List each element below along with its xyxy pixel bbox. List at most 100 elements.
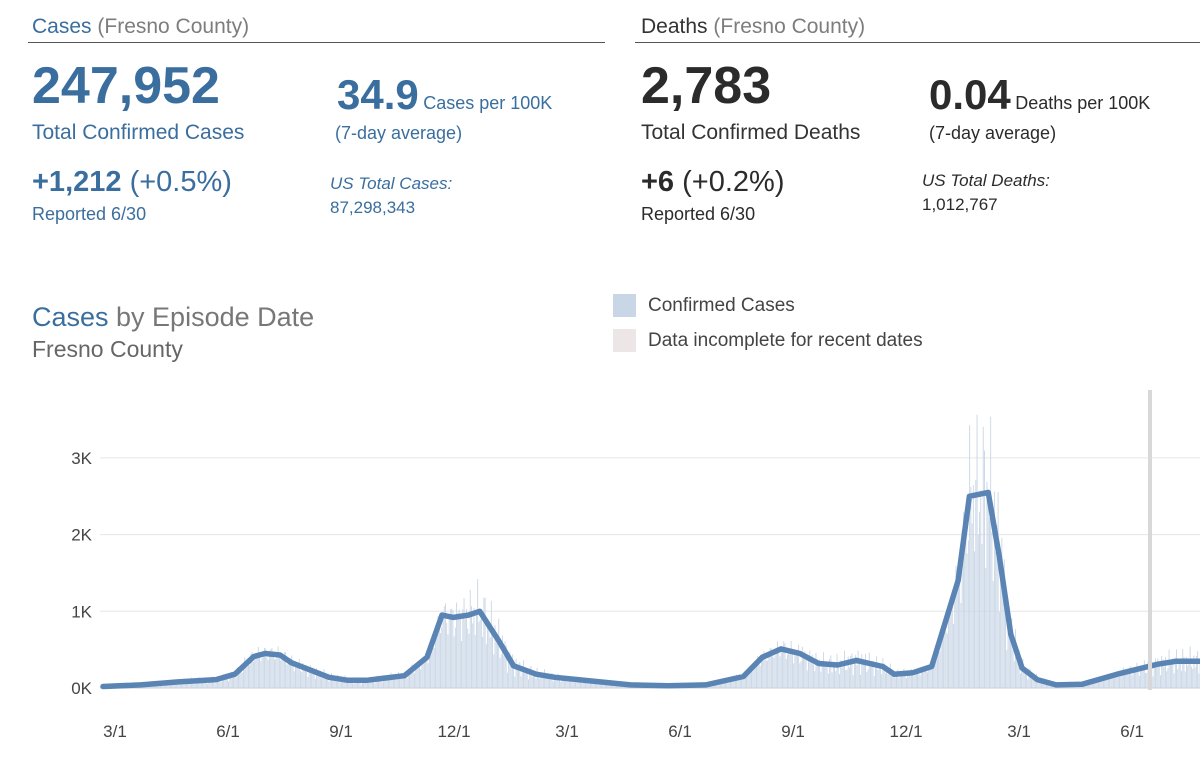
daily-case-bar (392, 679, 394, 688)
daily-case-bar (318, 675, 320, 688)
y-tick-label: 1K (71, 602, 92, 621)
daily-case-bar (244, 657, 246, 688)
daily-case-bar (375, 679, 377, 688)
daily-case-bar (280, 660, 282, 688)
daily-case-bar (966, 553, 968, 688)
daily-case-bar (1015, 629, 1016, 688)
daily-case-bar (472, 623, 474, 688)
daily-case-bar (917, 668, 919, 688)
daily-case-bar (490, 600, 492, 688)
legend-item-confirmed[interactable]: Confirmed Cases (613, 294, 795, 317)
daily-case-bar (544, 669, 546, 688)
daily-case-bar (197, 680, 199, 688)
daily-case-bar (363, 679, 365, 688)
daily-case-bar (1120, 676, 1122, 688)
daily-case-bar (492, 630, 493, 688)
chart-title-rest: by Episode Date (108, 302, 315, 332)
daily-case-bar (1099, 680, 1101, 688)
daily-case-bar (984, 450, 985, 688)
daily-case-bar (314, 678, 316, 688)
daily-case-bar (525, 669, 527, 688)
daily-case-bar (606, 682, 607, 688)
daily-case-bar (815, 652, 817, 688)
daily-case-bar (508, 654, 510, 688)
cases-chart[interactable]: 0K 1K 2K 3K 3/1 6/1 9/1 12/1 3/1 6/1 9/1 12/1 3/1 6/… (0, 380, 1200, 764)
daily-case-bar (853, 660, 855, 688)
daily-case-bar (979, 511, 980, 688)
daily-case-bar (1179, 661, 1181, 688)
daily-case-bar (329, 676, 331, 688)
daily-case-bar (1152, 676, 1154, 688)
daily-case-bar (599, 682, 601, 688)
daily-case-bar (281, 658, 283, 688)
daily-case-bar (923, 667, 925, 688)
chart-title-main: Cases (32, 302, 109, 332)
chart-bars (103, 414, 1200, 688)
daily-case-bar (583, 678, 585, 688)
daily-case-bar (930, 664, 932, 688)
daily-case-bar (448, 614, 450, 688)
daily-case-bar (502, 635, 503, 688)
daily-case-bar (529, 668, 531, 688)
daily-case-bar (200, 681, 202, 688)
daily-case-bar (1138, 675, 1140, 688)
daily-case-bar (1024, 669, 1026, 688)
daily-case-bar (894, 677, 896, 688)
daily-case-bar (991, 531, 993, 688)
daily-case-bar (1189, 646, 1191, 688)
daily-case-bar (913, 676, 915, 688)
daily-case-bar (290, 662, 292, 688)
daily-case-bar (794, 649, 796, 688)
daily-case-bar (274, 659, 275, 688)
daily-case-bar (1018, 650, 1020, 688)
daily-case-bar (245, 664, 247, 688)
daily-case-bar (224, 677, 226, 688)
daily-case-bar (371, 679, 373, 688)
deaths-total-value: 2,783 (641, 57, 772, 115)
daily-case-bar (881, 674, 883, 688)
daily-case-bar (292, 662, 294, 688)
daily-case-bar (1045, 683, 1047, 688)
daily-case-bar (445, 603, 446, 688)
daily-case-bar (981, 543, 983, 688)
daily-case-bar (1153, 665, 1155, 688)
daily-case-bar (174, 684, 176, 688)
daily-case-bar (385, 680, 387, 688)
daily-case-bar (899, 675, 901, 688)
daily-case-bar (283, 652, 285, 688)
daily-case-bar (293, 671, 295, 688)
daily-case-bar (1003, 559, 1005, 688)
daily-case-bar (901, 673, 902, 688)
daily-case-bar (949, 600, 951, 688)
daily-case-bar (955, 565, 957, 688)
legend-item-incomplete[interactable]: Data incomplete for recent dates (613, 329, 923, 352)
daily-case-bar (240, 668, 242, 688)
daily-case-bar (487, 621, 489, 688)
daily-case-bar (934, 659, 936, 688)
daily-case-bar (1168, 649, 1170, 688)
daily-case-bar (1186, 657, 1187, 688)
daily-case-bar (287, 664, 289, 688)
daily-case-bar (756, 661, 757, 688)
deaths-header-location: (Fresno County) (713, 15, 866, 38)
daily-case-bar (417, 661, 419, 688)
daily-case-bar (1169, 664, 1171, 688)
daily-case-bar (1161, 655, 1163, 688)
daily-case-bar (767, 660, 769, 688)
daily-case-bar (552, 681, 554, 688)
daily-case-bar (975, 480, 977, 688)
daily-case-bar (808, 656, 809, 688)
x-tick-label: 3/1 (1007, 722, 1031, 741)
daily-case-bar (746, 675, 748, 688)
daily-case-bar (401, 675, 403, 688)
daily-case-bar (763, 650, 765, 688)
daily-case-bar (381, 682, 383, 688)
daily-case-bar (938, 645, 940, 688)
daily-case-bar (950, 596, 952, 688)
daily-case-bar (210, 680, 212, 688)
daily-case-bar (239, 671, 241, 688)
daily-case-bar (1000, 580, 1002, 688)
daily-case-bar (919, 675, 921, 688)
daily-case-bar (513, 667, 515, 688)
daily-case-bar (311, 671, 313, 688)
